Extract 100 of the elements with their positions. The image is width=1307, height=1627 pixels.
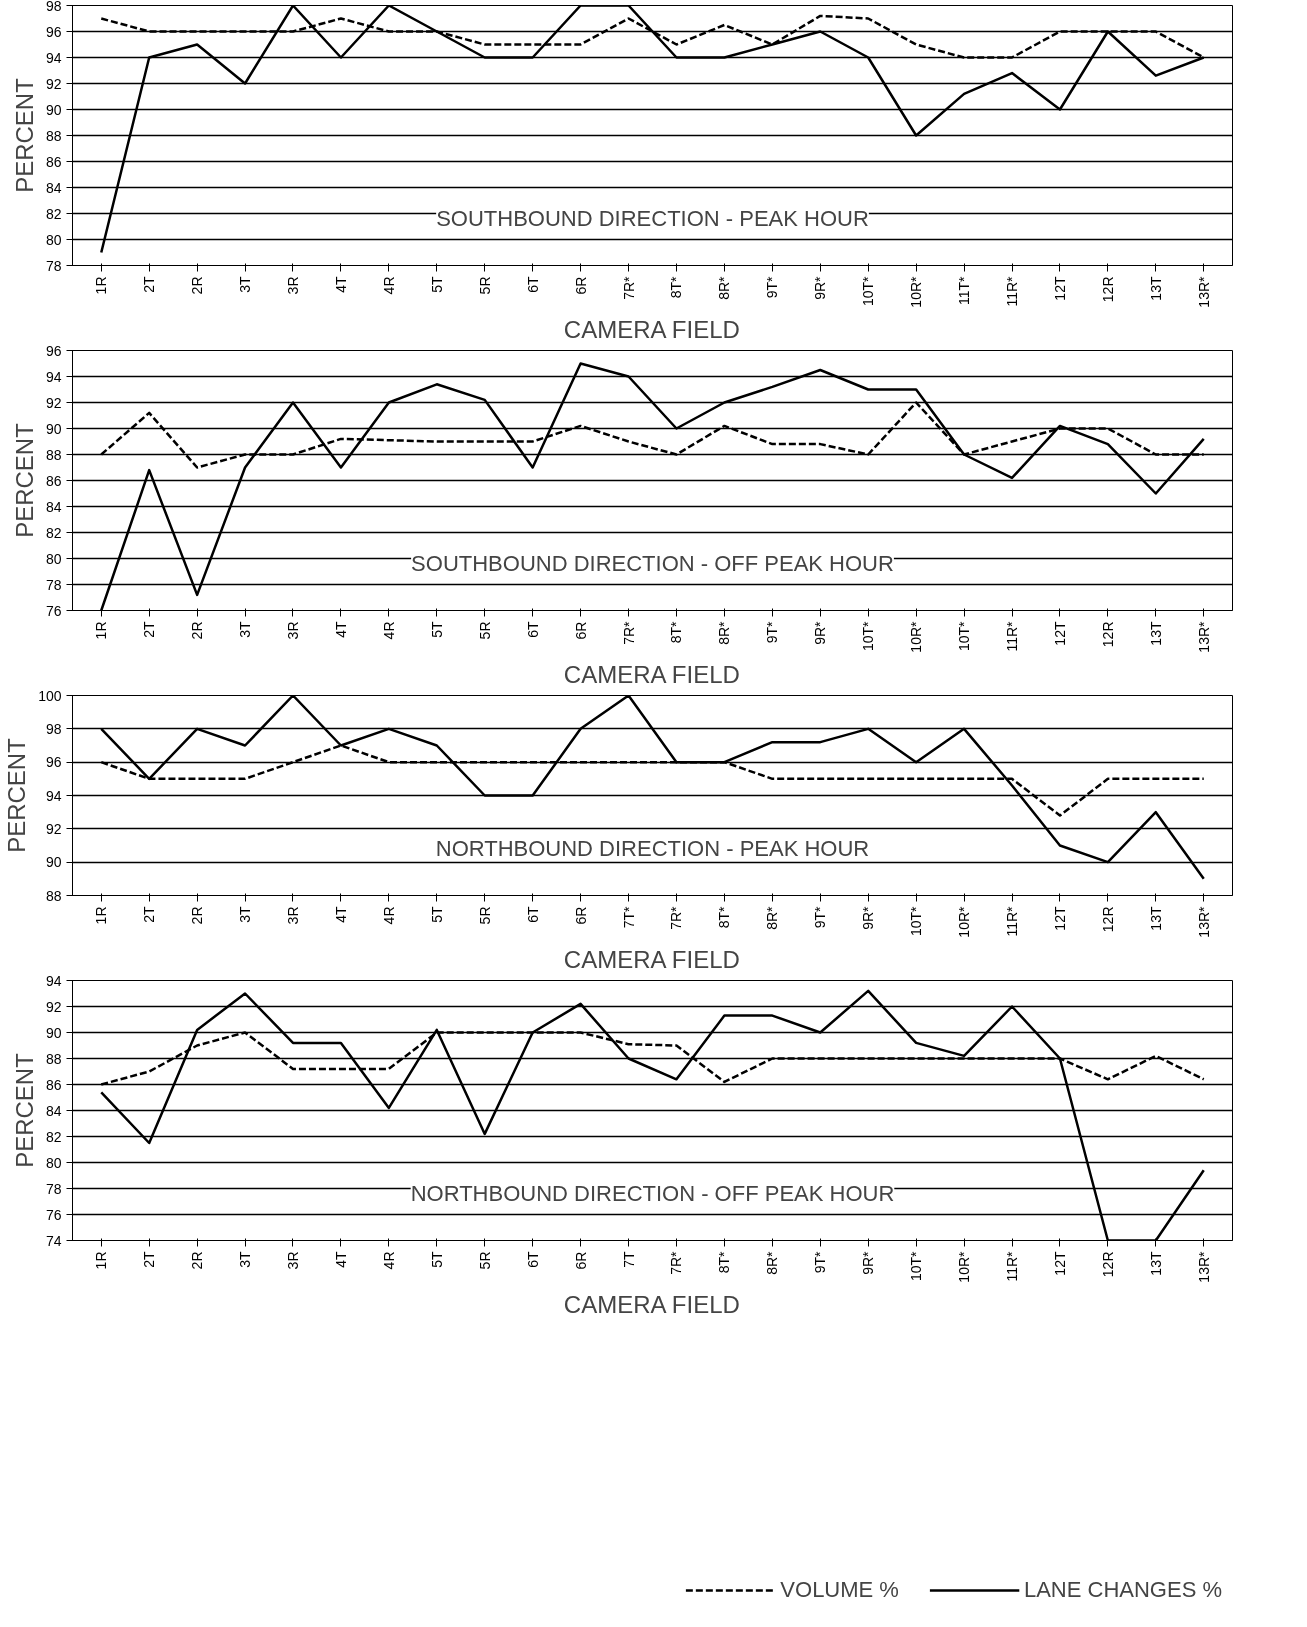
y-tick-label: 88	[45, 446, 62, 463]
x-tick-label: 11T*	[956, 275, 973, 306]
y-tick-label: 98	[45, 720, 62, 737]
x-tick-label: 3R	[285, 621, 301, 640]
y-tick-label: 96	[45, 23, 62, 40]
y-tick-label: 80	[45, 231, 62, 248]
x-tick-label: 13R*	[1195, 905, 1212, 938]
x-tick-label: 6R	[572, 1251, 589, 1270]
x-tick-label: 13R*	[1195, 620, 1212, 653]
y-axis-title: PERCENT	[10, 77, 38, 193]
y-tick-label: 86	[45, 472, 62, 489]
x-tick-label: 13T	[1147, 276, 1164, 301]
y-tick-label: 92	[45, 820, 62, 837]
legend-label: VOLUME %	[780, 1577, 899, 1603]
x-tick-label: 11R*	[1004, 620, 1020, 652]
x-tick-label: 5T	[428, 1251, 445, 1268]
x-tick-label: 8T*	[668, 275, 685, 299]
x-tick-label: 13R*	[1195, 1250, 1212, 1283]
x-tick-label: 12R	[1099, 906, 1116, 933]
x-tick-label: 10R*	[956, 905, 973, 938]
x-tick-label: 9R*	[812, 620, 829, 645]
x-tick-label: 8R*	[764, 905, 781, 930]
x-tick-label: 10R*	[908, 620, 925, 653]
x-tick-label: 6T	[524, 906, 541, 923]
x-tick-label: 10T*	[908, 905, 925, 937]
y-tick-label: 74	[45, 1232, 62, 1249]
y-tick-label: 96	[45, 342, 62, 359]
x-tick-label: 4R	[380, 276, 397, 295]
y-tick-label: 86	[45, 153, 62, 170]
y-tick-label: 92	[45, 998, 62, 1015]
y-tick-label: 82	[45, 205, 62, 222]
y-tick-label: 84	[45, 1102, 62, 1119]
x-tick-label: 4R	[380, 1251, 397, 1270]
x-tick-label: 2R	[189, 276, 206, 295]
y-tick-label: 90	[45, 1024, 62, 1041]
x-tick-label: 9R*	[860, 905, 877, 930]
x-tick-label: 4T	[332, 906, 349, 923]
y-tick-label: 76	[45, 1206, 62, 1223]
text: SOUTHBOUND DIRECTION - PEAK HOUR	[436, 205, 869, 231]
x-tick-label: 12T	[1051, 621, 1068, 646]
x-tick-label: 6T	[524, 276, 541, 293]
x-tick-label: 2T	[141, 276, 158, 293]
x-tick-label: 10T*	[860, 275, 877, 307]
y-tick-label: 88	[45, 1050, 62, 1067]
x-tick-label: 13T	[1147, 906, 1164, 931]
x-tick-label: 5T	[428, 276, 445, 293]
y-tick-label: 82	[45, 1128, 62, 1145]
x-tick-label: 2R	[189, 1251, 206, 1270]
y-axis-title: PERCENT	[3, 737, 31, 853]
x-tick-label: 8T*	[668, 620, 685, 644]
y-tick-label: 84	[45, 179, 62, 196]
y-tick-label: 82	[45, 524, 62, 541]
x-tick-label: 13T	[1147, 1251, 1164, 1276]
x-tick-label: 8R*	[716, 275, 733, 300]
x-tick-label: 3R	[285, 906, 301, 925]
y-tick-label: 100	[38, 687, 62, 704]
legend-label: LANE CHANGES %	[1023, 1577, 1222, 1603]
x-tick-label: 6R	[572, 621, 589, 640]
x-tick-label: 11R*	[1004, 905, 1020, 937]
x-tick-label: 7T*	[620, 905, 637, 929]
x-tick-label: 6T	[524, 621, 541, 638]
x-tick-label: 10T*	[956, 620, 973, 652]
x-tick-label: 12T	[1051, 276, 1068, 301]
y-tick-label: 78	[45, 576, 62, 593]
x-tick-label: 10T*	[860, 620, 877, 652]
x-tick-label: 9T*	[764, 275, 781, 299]
text: NORTHBOUND DIRECTION - PEAK HOUR	[435, 835, 870, 861]
x-tick-label: 8T*	[716, 1250, 733, 1274]
x-tick-label: 3T	[237, 276, 254, 293]
x-axis-title: CAMERA FIELD	[563, 945, 740, 973]
x-tick-label: 7R*	[668, 905, 685, 930]
y-tick-label: 90	[45, 420, 62, 437]
x-tick-label: 3R	[285, 276, 301, 295]
text: NORTHBOUND DIRECTION - OFF PEAK HOUR	[410, 1180, 895, 1206]
y-axis-title: PERCENT	[10, 422, 38, 538]
x-tick-label: 7T	[620, 1251, 637, 1268]
x-tick-label: 11R*	[1004, 1250, 1020, 1282]
x-tick-label: 1R	[93, 1251, 110, 1270]
x-tick-label: 3T	[237, 621, 254, 638]
y-axis-title: PERCENT	[10, 1052, 38, 1168]
x-tick-label: 5R	[476, 621, 493, 640]
x-tick-label: 2R	[189, 621, 206, 640]
x-tick-label: 6T	[524, 1251, 541, 1268]
x-tick-label: 9T*	[764, 620, 781, 644]
y-tick-label: 92	[45, 394, 62, 411]
x-tick-label: 5R	[476, 276, 493, 295]
y-tick-label: 88	[45, 887, 62, 904]
y-tick-label: 88	[45, 127, 62, 144]
x-tick-label: 5R	[476, 906, 493, 925]
y-tick-label: 94	[45, 49, 62, 66]
x-tick-label: 12T	[1051, 1251, 1068, 1276]
x-tick-label: 5R	[476, 1251, 493, 1270]
y-tick-label: 98	[45, 0, 62, 14]
x-tick-label: 3T	[237, 1251, 254, 1268]
x-tick-label: 2T	[141, 621, 158, 638]
x-tick-label: 3R	[285, 1251, 301, 1270]
x-axis-title: CAMERA FIELD	[563, 1290, 740, 1318]
x-tick-label: 8R*	[764, 1250, 781, 1275]
x-tick-label: 12R	[1099, 1251, 1116, 1278]
x-tick-label: 9T*	[812, 905, 829, 929]
